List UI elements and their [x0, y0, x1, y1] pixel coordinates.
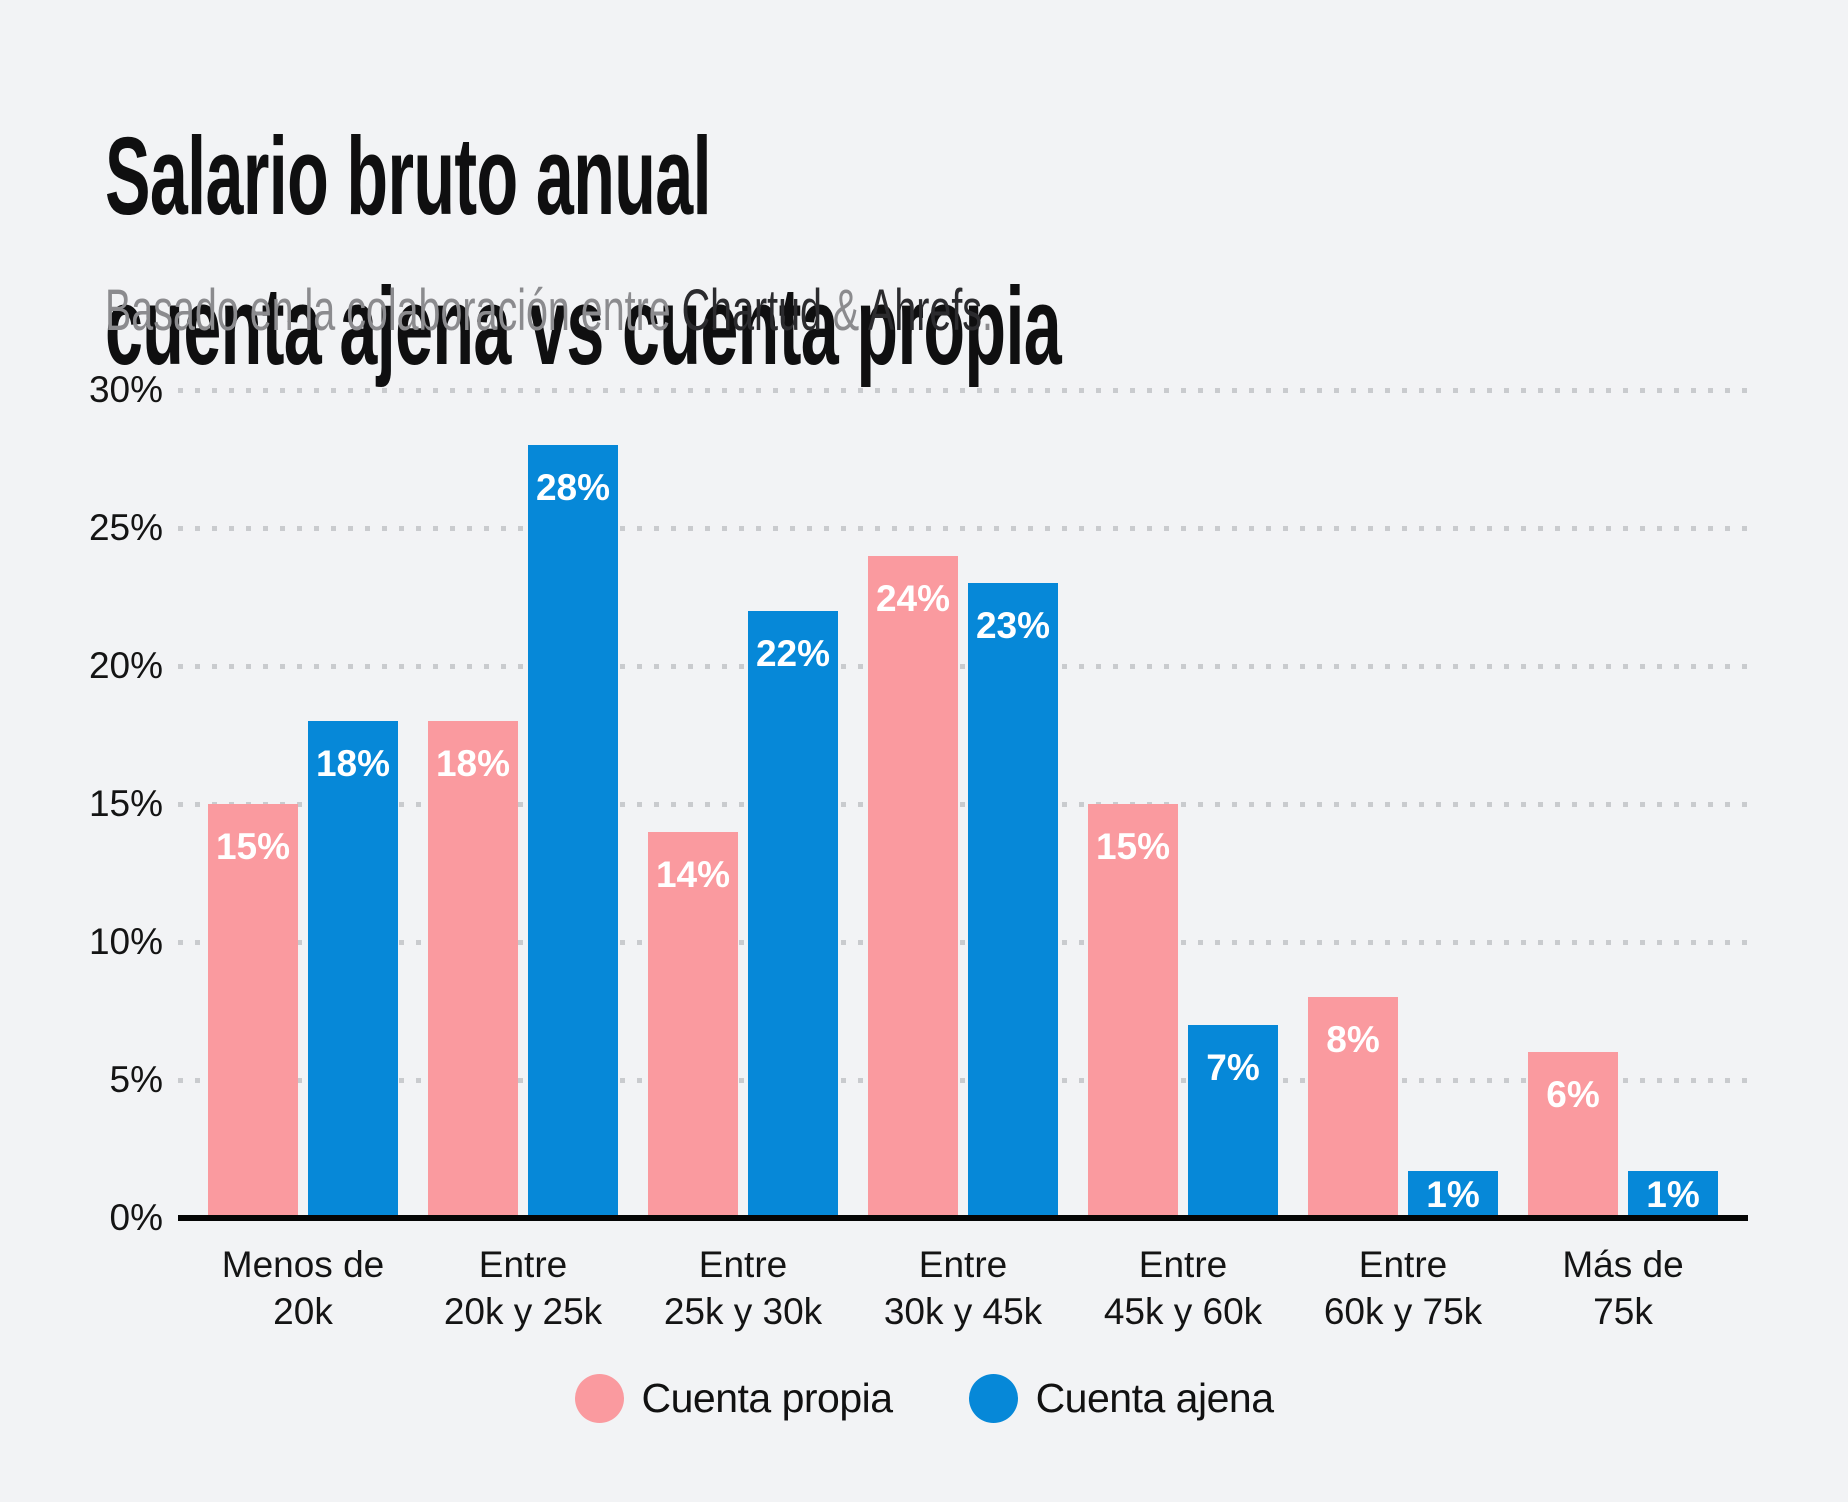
bar-value-label: 18% [435, 743, 511, 784]
chart-subtitle: Basado en la colaboración entre Chartud … [105, 278, 993, 344]
x-tick-line: Entre [918, 1244, 1008, 1285]
x-tick-line: Entre [1138, 1244, 1228, 1285]
subtitle-text: Basado en la colaboración entre [105, 278, 682, 343]
subtitle-brand: Chartud [681, 278, 822, 343]
bar-value-label: 15% [1095, 826, 1171, 867]
bar-cuenta-propia: 6% [1528, 1052, 1618, 1218]
bar-value-label: 6% [1546, 1074, 1600, 1115]
bar-cuenta-ajena: 1% [1408, 1171, 1498, 1218]
bar-value-label: 14% [655, 854, 731, 895]
y-tick-label: 10% [88, 921, 163, 962]
y-tick-label: 5% [109, 1059, 163, 1100]
gridline [178, 664, 1748, 669]
gridline [178, 940, 1748, 945]
bar-cuenta-propia: 15% [1088, 804, 1178, 1218]
y-tick-label: 20% [88, 645, 163, 686]
legend-swatch-cuenta-ajena [968, 1374, 1018, 1423]
bar-cuenta-ajena: 23% [968, 583, 1058, 1218]
gridline [178, 1078, 1748, 1083]
y-tick-label: 0% [109, 1197, 163, 1238]
bar-value-label: 1% [1426, 1174, 1480, 1215]
x-tick-label: Entre 20k y 25k [393, 1241, 653, 1335]
bar-cuenta-propia: 14% [648, 832, 738, 1218]
legend: Cuenta propia Cuenta ajena [0, 1374, 1848, 1423]
chart-title-line2: cuenta ajena vs cuenta propia [105, 265, 1062, 388]
y-tick-label: 30% [88, 369, 163, 410]
legend-item: Cuenta ajena [968, 1374, 1274, 1423]
legend-item: Cuenta propia [574, 1374, 894, 1423]
x-tick-label: Entre 60k y 75k [1273, 1241, 1533, 1335]
bar-value-label: 1% [1646, 1174, 1700, 1215]
x-tick-line: Entre [698, 1244, 788, 1285]
gridline [178, 388, 1748, 393]
bar-value-label: 23% [975, 605, 1051, 646]
x-tick-label: Entre 30k y 45k [833, 1241, 1093, 1335]
chart-title-line1: Salario bruto anual [105, 115, 712, 238]
bar-value-label: 22% [755, 633, 831, 674]
x-tick-line: 45k y 60k [1103, 1291, 1263, 1332]
x-tick-label: Más de 75k [1493, 1241, 1753, 1335]
bar-value-label: 18% [315, 743, 391, 784]
bar-value-label: 15% [215, 826, 291, 867]
gridline [178, 802, 1748, 807]
bar-cuenta-ajena: 22% [748, 611, 838, 1218]
bar-cuenta-propia: 18% [428, 721, 518, 1218]
x-tick-line: 25k y 30k [663, 1291, 823, 1332]
legend-swatch-cuenta-propia [574, 1374, 624, 1423]
y-tick-label: 15% [88, 783, 163, 824]
x-tick-line: 60k y 75k [1323, 1291, 1483, 1332]
x-tick-line: Entre [478, 1244, 568, 1285]
x-tick-label: Entre 25k y 30k [613, 1241, 873, 1335]
bar-cuenta-ajena: 1% [1628, 1171, 1718, 1218]
x-tick-line: 20k [273, 1291, 333, 1332]
bar-value-label: 7% [1206, 1047, 1260, 1088]
bar-value-label: 8% [1326, 1019, 1380, 1060]
bar-value-label: 28% [535, 467, 611, 508]
bar-value-label: 24% [875, 578, 951, 619]
x-axis-line [178, 1215, 1748, 1221]
subtitle-text: . [982, 278, 993, 343]
bar-cuenta-propia: 24% [868, 556, 958, 1218]
gridline [178, 526, 1748, 531]
subtitle-text: & [821, 278, 869, 343]
x-tick-line: Menos de [221, 1244, 385, 1285]
y-tick-label: 25% [88, 507, 163, 548]
bar-cuenta-ajena: 28% [528, 445, 618, 1218]
bar-cuenta-ajena: 7% [1188, 1025, 1278, 1218]
x-tick-label: Menos de 20k [173, 1241, 433, 1335]
x-tick-line: Entre [1358, 1244, 1448, 1285]
x-tick-line: Más de [1562, 1244, 1684, 1285]
x-tick-line: 75k [1593, 1291, 1653, 1332]
subtitle-brand: Ahrefs [868, 278, 983, 343]
bar-cuenta-ajena: 18% [308, 721, 398, 1218]
x-tick-label: Entre 45k y 60k [1053, 1241, 1313, 1335]
legend-label: Cuenta propia [641, 1375, 894, 1421]
bar-cuenta-propia: 8% [1308, 997, 1398, 1218]
chart-title: Salario bruto anual cuenta ajena vs cuen… [105, 102, 1062, 402]
x-tick-line: 30k y 45k [883, 1291, 1043, 1332]
bar-cuenta-propia: 15% [208, 804, 298, 1218]
x-tick-line: 20k y 25k [443, 1291, 603, 1332]
legend-label: Cuenta ajena [1035, 1375, 1274, 1421]
